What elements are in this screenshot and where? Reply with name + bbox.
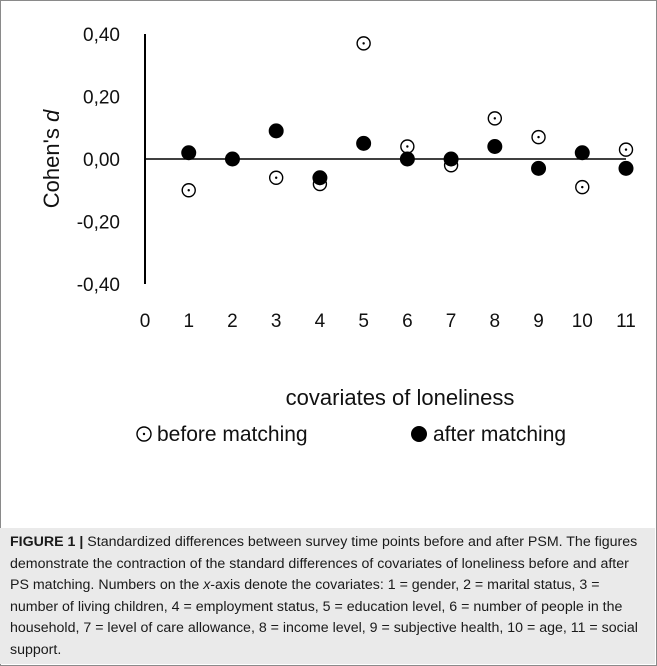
x-tick-label: 6 (402, 311, 413, 332)
before-matching-point-dot (187, 189, 190, 192)
caption-background (0, 528, 655, 664)
legend-label-before: before matching (157, 423, 308, 446)
after-matching-point (399, 151, 415, 167)
caption-text-1: Standardized differences between survey … (10, 534, 638, 594)
scatter-chart: 0,40 0,20 0,00 -0,20 -0,40 0 1 2 3 4 5 6 7 8 9 10 11 Cohe… (39, 25, 636, 446)
x-tick-label: 7 (446, 311, 457, 332)
after-matching-point (618, 160, 634, 176)
after-matching-point (487, 139, 503, 154)
legend-marker-before-dot (142, 432, 146, 436)
before-matching-point-dot (493, 117, 497, 120)
before-matching-point-dot (624, 148, 628, 151)
after-matching-point (574, 145, 590, 161)
x-tick-label: 5 (358, 311, 369, 332)
x-axis-title: covariates of loneliness (286, 385, 515, 410)
after-matching-point (312, 170, 328, 186)
x-tick-label: 4 (315, 311, 326, 332)
x-tick-label: 0 (140, 311, 151, 332)
legend-marker-after (411, 426, 427, 442)
before-matching-point-dot (581, 185, 584, 189)
x-tick-label: 8 (490, 311, 501, 332)
x-tick-label: 9 (533, 311, 544, 332)
y-tick-label: 0,00 (83, 150, 120, 171)
caption-x-word: x (203, 577, 211, 594)
y-axis-title-italic: d (39, 109, 64, 122)
before-matching-point-dot (362, 42, 365, 45)
after-matching-point (443, 151, 459, 167)
after-matching-point (356, 135, 372, 151)
caption-label: FIGURE 1 | (10, 534, 84, 550)
y-tick-label: -0,40 (77, 275, 120, 296)
x-tick-label: 3 (271, 311, 282, 332)
after-matching-point (224, 151, 240, 167)
y-axis-title-text: Cohen's (39, 122, 64, 208)
figure-caption: FIGURE 1 | Standardized differences betw… (10, 532, 648, 662)
x-tick-label: 11 (616, 311, 636, 332)
before-matching-point-dot (537, 135, 540, 139)
caption-text-2: -axis denote the covariates: 1 = gender,… (10, 577, 638, 658)
y-tick-label: -0,20 (77, 213, 120, 234)
before-matching-point-dot (274, 176, 278, 179)
legend-label-after: after matching (433, 423, 566, 446)
y-tick-label: 0,20 (83, 88, 120, 109)
y-axis-title: Cohen's d (39, 109, 64, 208)
after-matching-point (268, 123, 284, 139)
x-tick-label: 2 (227, 311, 238, 332)
after-matching-point (181, 145, 197, 161)
after-matching-point (531, 160, 547, 176)
before-matching-point-dot (406, 145, 409, 148)
x-tick-label: 10 (572, 311, 593, 332)
x-tick-label: 1 (183, 311, 194, 332)
y-tick-label: 0,40 (83, 25, 120, 46)
